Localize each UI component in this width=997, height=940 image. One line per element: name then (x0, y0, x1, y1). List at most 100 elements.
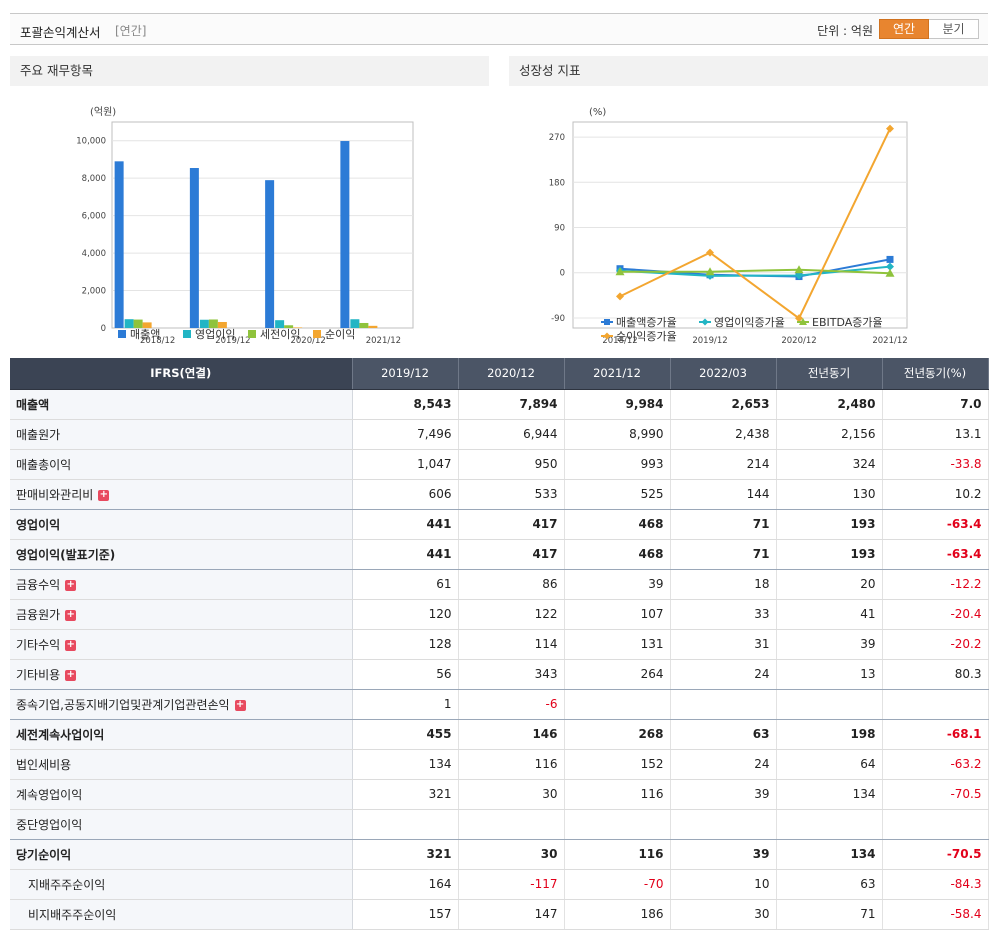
row-label: 비지배주주순이익 (10, 899, 353, 930)
table-cell: 71 (670, 509, 777, 540)
table-cell: 214 (670, 449, 777, 480)
table-cell (352, 809, 459, 840)
table-row: 매출원가 7,496 6,944 8,990 2,438 2,156 13.1 (10, 419, 989, 450)
table-cell: 116 (564, 779, 671, 810)
table-row: 매출액 8,543 7,894 9,984 2,653 2,480 7.0 (10, 389, 989, 420)
row-label: 법인세비용 (10, 749, 353, 780)
bar-순이익 (293, 327, 303, 328)
table-cell: 6,944 (458, 419, 565, 450)
table-row: 지배주주순이익 164 -117 -70 10 63 -84.3 (10, 869, 989, 900)
table-cell: 10 (670, 869, 777, 900)
table-cell: -63.4 (882, 509, 989, 540)
x-tick-label: 2018/12 (602, 336, 637, 346)
column-header: 2021/12 (564, 358, 671, 390)
table-cell: -58.4 (882, 899, 989, 930)
table-cell: 24 (670, 749, 777, 780)
point-EBITDA증가율 (885, 268, 895, 277)
table-row: 계속영업이익 321 30 116 39 134 -70.5 (10, 779, 989, 810)
bar-매출액 (340, 141, 350, 328)
expand-icon[interactable]: + (234, 698, 246, 711)
table-cell: 13.1 (882, 419, 989, 450)
statement-header: 포괄손익계산서 [연간] 단위 : 억원 연간 분기 (10, 13, 988, 45)
bar-세전이익 (208, 319, 218, 328)
table-row: 비지배주주순이익 157 147 186 30 71 -58.4 (10, 899, 989, 930)
row-label-text: 법인세비용 (16, 757, 72, 772)
tab-quarterly[interactable]: 분기 (929, 19, 979, 39)
table-row: 기타비용 +56 343 264 24 13 80.3 (10, 659, 989, 690)
statement-title: 포괄손익계산서 (20, 25, 101, 40)
point-순이익증가율 (886, 124, 894, 133)
legend-label: 영업이익 (195, 328, 235, 341)
table-cell: -70 (564, 869, 671, 900)
row-label-text: 세전계속사업이익 (16, 727, 105, 742)
table-row: 판매비와관리비 +606 533 525 144 130 10.2 (10, 479, 989, 510)
row-label-text: 영업이익(발표기준) (16, 547, 116, 562)
table-cell: 324 (776, 449, 883, 480)
expand-icon[interactable]: + (65, 668, 77, 681)
table-cell (882, 689, 989, 720)
expand-icon[interactable]: + (65, 608, 77, 621)
table-cell (776, 809, 883, 840)
tab-annual[interactable]: 연간 (879, 19, 929, 39)
table-cell: 157 (352, 899, 459, 930)
bar-매출액 (189, 168, 199, 328)
table-cell: 61 (352, 569, 459, 600)
key-financials-panel: 주요 재무항목 0 2,000 4,000 6,000 8,000 10,000 (억원) 2… (10, 56, 489, 348)
table-row: 법인세비용 134 116 152 24 64 -63.2 (10, 749, 989, 780)
legend-label: 순이익 (325, 328, 355, 341)
table-cell: -68.1 (882, 719, 989, 750)
growth-title: 성장성 지표 (509, 56, 988, 86)
table-cell: 950 (458, 449, 565, 480)
point-순이익증가율 (795, 314, 803, 323)
table-cell: 198 (776, 719, 883, 750)
table-cell: 33 (670, 599, 777, 630)
expand-icon[interactable]: + (98, 488, 110, 501)
point-EBITDA증가율 (705, 267, 715, 276)
table-cell: 64 (776, 749, 883, 780)
table-cell: 86 (458, 569, 565, 600)
row-label-text: 금융원가 (16, 607, 61, 622)
point-영업이익증가율 (795, 271, 803, 280)
bar-영업이익 (275, 320, 285, 328)
bar-순이익 (142, 322, 152, 328)
table-cell: 56 (352, 659, 459, 690)
table-cell (776, 689, 883, 720)
table-cell: 417 (458, 539, 565, 570)
table-cell: 164 (352, 869, 459, 900)
table-row: 당기순이익 321 30 116 39 134 -70.5 (10, 839, 989, 870)
income-statement-table: IFRS(연결) 2019/12 2020/12 2021/12 2022/03 전년동기… (10, 358, 989, 930)
column-header: 2022/03 (670, 358, 777, 390)
table-cell: 533 (458, 479, 565, 510)
point-영업이익증가율 (886, 262, 894, 271)
expand-icon[interactable]: + (65, 638, 77, 651)
row-label-text: 당기순이익 (16, 847, 72, 862)
row-label: 지배주주순이익 (10, 869, 353, 900)
y-tick-label: 10,000 (76, 137, 106, 147)
row-label-text: 지배주주순이익 (28, 877, 106, 892)
point-EBITDA증가율 (615, 267, 625, 276)
y-tick-label: 270 (549, 133, 565, 143)
table-cell: 468 (564, 509, 671, 540)
table-cell: 120 (352, 599, 459, 630)
bar-세전이익 (359, 322, 369, 328)
legend-marker (603, 332, 611, 340)
table-row: 종속기업,공동지배기업및관계기업관련손익 +1 -6 (10, 689, 989, 720)
table-cell: 39 (670, 839, 777, 870)
table-row: 기타수익 +128 114 131 31 39 -20.2 (10, 629, 989, 660)
table-cell: 10.2 (882, 479, 989, 510)
x-tick-label: 2020/12 (781, 336, 816, 346)
table-cell: 152 (564, 749, 671, 780)
table-cell: -70.5 (882, 779, 989, 810)
legend-swatch (183, 330, 191, 338)
table-cell: 455 (352, 719, 459, 750)
row-label: 종속기업,공동지배기업및관계기업관련손익 + (10, 689, 353, 720)
legend-label: 매출액증가율 (616, 316, 677, 329)
table-cell (458, 809, 565, 840)
expand-icon[interactable]: + (65, 578, 77, 591)
table-cell: 2,438 (670, 419, 777, 450)
legend-label: 매출액 (130, 328, 160, 341)
table-cell: 1 (352, 689, 459, 720)
table-cell: -63.2 (882, 749, 989, 780)
table-cell: -33.8 (882, 449, 989, 480)
table-cell: 321 (352, 779, 459, 810)
